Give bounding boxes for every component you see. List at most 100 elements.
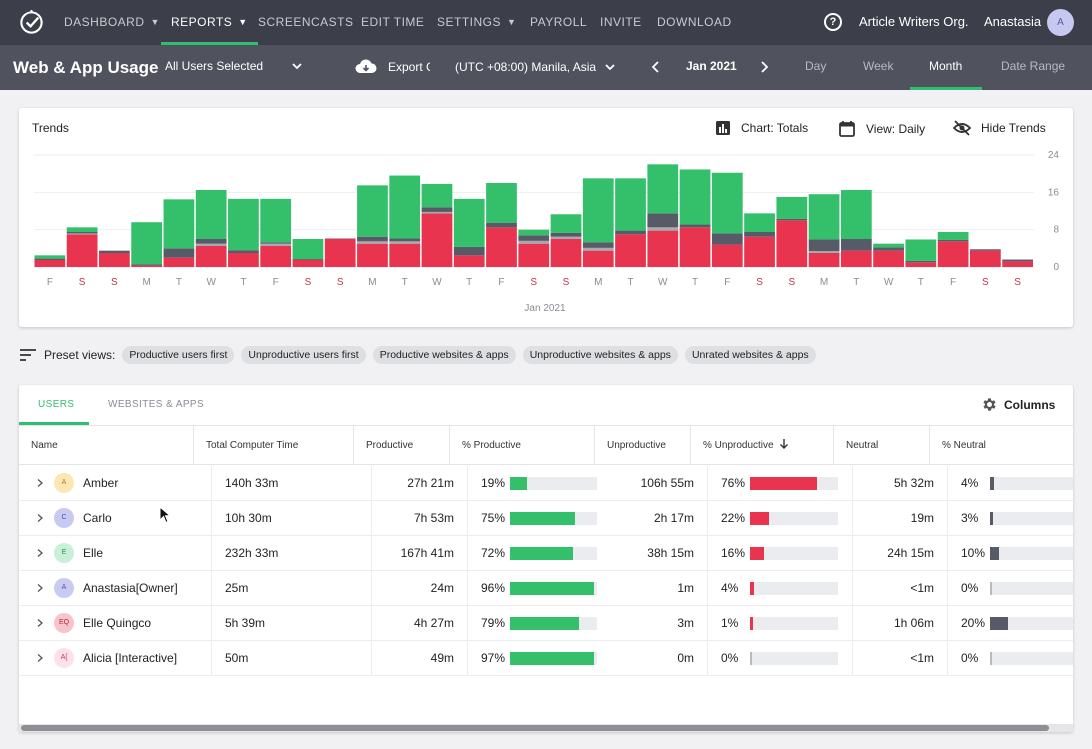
tab-websites-apps[interactable]: WEBSITES & APPS [108, 399, 205, 410]
unproductive-bar-track [750, 547, 838, 560]
table-row[interactable]: A Anastasia[Owner] 25m 24m 96% 1m 4% <1m 0% [19, 571, 1073, 606]
columns-label: Columns [1004, 397, 1056, 412]
chevron-right-icon[interactable] [35, 618, 45, 628]
range-month[interactable]: Month [929, 59, 963, 73]
productive-bar-track [510, 512, 597, 525]
nav-download[interactable]: DOWNLOAD [657, 15, 732, 29]
col-productive[interactable]: Productive [354, 426, 450, 465]
chevron-right-icon[interactable] [35, 653, 45, 663]
view-daily-button[interactable]: View: Daily [838, 120, 925, 138]
chart-bar-segment [615, 234, 646, 267]
nav-dashboard[interactable]: DASHBOARD ▼ [64, 0, 160, 45]
x-tick-label: W [432, 277, 442, 288]
organization-name[interactable]: Article Writers Org. [859, 14, 969, 29]
pct-productive-cell: 72% [481, 546, 506, 560]
column-divider [947, 571, 948, 606]
col-neutral[interactable]: Neutral [834, 426, 930, 465]
column-divider [371, 501, 372, 536]
chevron-left-icon[interactable] [649, 60, 663, 74]
chevron-down-icon[interactable] [603, 60, 617, 74]
user-name-cell: Alicia [Interactive] [83, 651, 178, 665]
x-tick-label: S [530, 277, 537, 288]
range-date-range[interactable]: Date Range [1001, 59, 1066, 73]
preset-chip[interactable]: Unrated websites & apps [684, 346, 816, 364]
nav-invite[interactable]: INVITE [600, 15, 642, 29]
preset-chip[interactable]: Unproductive websites & apps [522, 346, 678, 364]
chart-bar-segment [744, 236, 775, 267]
col-pct-neutral[interactable]: % Neutral [942, 440, 986, 451]
table-row[interactable]: C Carlo 10h 30m 7h 53m 75% 2h 17m 22% 19m 3% [19, 501, 1073, 536]
chart-bar-segment [195, 190, 227, 239]
column-divider [707, 571, 708, 606]
app-logo-icon[interactable] [18, 9, 45, 36]
x-tick-label: W [658, 277, 668, 288]
chevron-right-icon[interactable] [35, 583, 45, 593]
col-total-time[interactable]: Total Computer Time [194, 426, 354, 465]
table-row[interactable]: EQ Elle Quingco 5h 39m 4h 27m 79% 3m 1% 1h 06m 2… [19, 606, 1073, 641]
chevron-down-icon[interactable] [290, 59, 304, 73]
col-pct-unproductive[interactable]: % Unproductive [691, 426, 834, 465]
neutral-cell: 1h 06m [893, 616, 934, 630]
cloud-download-icon[interactable] [355, 58, 377, 76]
horizontal-scrollbar[interactable] [19, 724, 1073, 732]
productive-cell: 24m [430, 581, 454, 595]
nav-screencasts[interactable]: SCREENCASTS [258, 15, 354, 29]
chevron-right-icon[interactable] [35, 548, 45, 558]
preset-views: Preset views: Productive users first Unp… [20, 345, 823, 365]
chart-bar-segment [840, 250, 872, 267]
column-divider [707, 606, 708, 641]
column-divider [211, 606, 212, 641]
chart-bar-segment [647, 213, 679, 228]
nav-payroll[interactable]: PAYROLL [530, 15, 588, 29]
preset-chip[interactable]: Productive users first [122, 346, 235, 364]
export-button[interactable]: Export CSV [388, 60, 430, 74]
bar-chart-icon [716, 121, 730, 135]
hide-trends-button[interactable]: Hide Trends [953, 120, 1046, 136]
preset-chip[interactable]: Unproductive users first [241, 346, 366, 364]
x-tick-label: M [142, 277, 150, 288]
pct-unproductive-cell: 16% [721, 546, 746, 560]
chevron-right-icon[interactable] [757, 60, 771, 74]
table-row[interactable]: A[Alicia [Interactive] 50m 49m 97% 0m 0% <1m 0% [19, 641, 1073, 676]
pct-neutral-cell: 20% [961, 616, 986, 630]
preset-chip[interactable]: Productive websites & apps [372, 346, 516, 364]
neutral-bar-track [990, 477, 1073, 490]
current-month[interactable]: Jan 2021 [686, 59, 737, 73]
chart-type-button[interactable]: Chart: Totals [715, 120, 808, 136]
column-divider [947, 466, 948, 501]
col-pct-productive[interactable]: % Productive [450, 426, 595, 465]
user-avatar[interactable]: A [1047, 9, 1074, 36]
neutral-cell: <1m [910, 581, 934, 595]
column-divider [467, 606, 468, 641]
chart-bar-segment [324, 239, 356, 267]
productive-cell: 167h 41m [400, 546, 454, 560]
user-name[interactable]: Anastasia [984, 14, 1042, 29]
unproductive-cell: 106h 55m [640, 476, 694, 490]
chevron-right-icon[interactable] [35, 478, 45, 488]
chevron-right-icon[interactable] [35, 513, 45, 523]
users-filter-select[interactable]: All Users Selected [165, 59, 264, 73]
timezone-select[interactable]: (UTC +08:00) Manila, Asia [455, 60, 597, 74]
tab-users[interactable]: USERS [38, 399, 75, 410]
column-divider [707, 466, 708, 501]
range-week[interactable]: Week [863, 59, 894, 73]
help-icon[interactable]: ? [824, 13, 842, 31]
nav-settings[interactable]: SETTINGS ▼ [437, 0, 516, 45]
range-day[interactable]: Day [805, 59, 827, 73]
y-tick-label: 0 [1053, 262, 1059, 273]
chart-bar-segment [969, 250, 1001, 267]
col-name[interactable]: Name [19, 426, 194, 465]
table-row[interactable]: E Elle 232h 33m 167h 41m 72% 38h 15m 16% 24h 15… [19, 536, 1073, 571]
scrollbar-thumb[interactable] [21, 725, 1049, 731]
nav-edit-time[interactable]: EDIT TIME [361, 15, 425, 29]
user-name-cell: Carlo [83, 511, 112, 525]
chart-bar-segment [647, 227, 679, 231]
productive-bar [510, 582, 594, 595]
nav-reports[interactable]: REPORTS ▼ [161, 0, 258, 45]
column-divider [371, 606, 372, 641]
pct-unproductive-cell: 1% [721, 616, 739, 630]
columns-button[interactable]: Columns [981, 396, 1055, 413]
col-unproductive[interactable]: Unproductive [595, 426, 691, 465]
x-tick-label: T [918, 277, 924, 288]
table-row[interactable]: A Amber 140h 33m 27h 21m 19% 106h 55m 76% 5h 32… [19, 466, 1073, 501]
